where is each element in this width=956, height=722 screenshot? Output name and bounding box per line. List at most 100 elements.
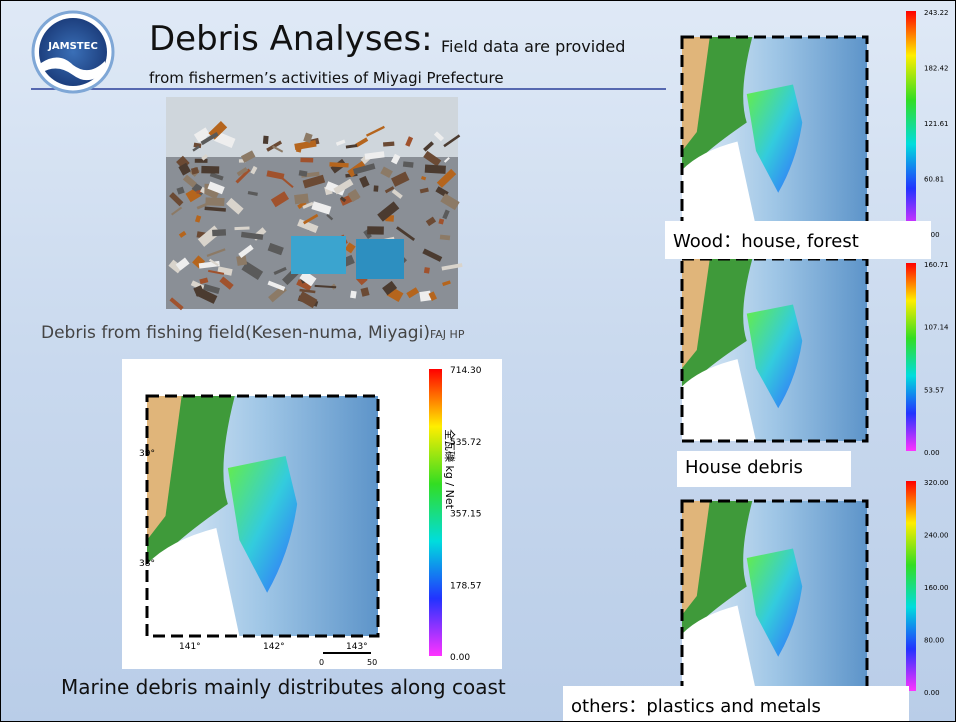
debris — [192, 145, 200, 152]
debris — [402, 161, 414, 168]
colorbar-tick: 243.22 — [924, 9, 949, 17]
debris — [247, 190, 258, 196]
debris — [419, 187, 429, 194]
debris — [262, 135, 269, 145]
debris — [382, 141, 395, 147]
colorbar-tick: 0.00 — [924, 449, 940, 457]
crate — [356, 239, 404, 279]
debris — [236, 255, 248, 266]
scale-label: 0 — [319, 658, 324, 667]
debris — [204, 206, 226, 212]
debris — [241, 261, 264, 280]
debris — [391, 188, 403, 199]
panel-label: others：plastics and metals — [563, 686, 909, 721]
colorbar-tick: 178.57 — [450, 581, 482, 591]
debris — [423, 150, 442, 167]
debris — [441, 263, 463, 271]
colorbar — [906, 11, 916, 233]
debris — [352, 163, 376, 175]
debris — [178, 162, 191, 176]
debris — [377, 201, 400, 222]
map-bay — [682, 605, 756, 691]
debris — [240, 150, 256, 163]
colorbar-tick: 0.00 — [924, 231, 940, 239]
debris — [335, 139, 346, 146]
logo-wave — [41, 57, 105, 81]
debris — [272, 145, 284, 153]
debris — [423, 267, 430, 274]
data-blob — [746, 548, 803, 657]
debris — [302, 174, 326, 189]
debris — [438, 218, 445, 225]
map-frame — [145, 394, 380, 638]
debris — [199, 277, 209, 285]
debris — [329, 162, 349, 168]
debris — [297, 291, 318, 309]
colorbar-tick: 182.42 — [924, 65, 949, 73]
title-note: Field data are provided — [441, 37, 626, 56]
debris — [226, 197, 244, 215]
debris — [213, 131, 236, 149]
data-blob — [227, 456, 298, 593]
debris — [203, 283, 220, 294]
debris — [212, 229, 227, 237]
lon-label: 141° — [179, 642, 201, 652]
debris — [442, 209, 450, 220]
debris — [201, 165, 220, 174]
colorbar — [906, 263, 916, 451]
debris — [333, 178, 354, 195]
debris — [234, 226, 250, 231]
debris — [347, 189, 361, 203]
debris — [424, 164, 446, 174]
debris — [339, 196, 347, 203]
debris — [194, 215, 202, 223]
data-blob — [746, 84, 803, 193]
debris — [440, 193, 460, 211]
debris — [194, 158, 208, 163]
data-blob — [746, 304, 803, 409]
colorbar-tick: 160.71 — [924, 261, 949, 269]
debris — [200, 131, 219, 146]
logo-disc — [39, 18, 107, 86]
debris — [425, 216, 437, 227]
debris — [303, 132, 313, 144]
colorbar-tick: 53.57 — [924, 386, 944, 394]
debris — [208, 258, 219, 267]
map-frame — [680, 499, 869, 693]
debris — [171, 206, 183, 216]
title: Debris Analyses: — [149, 19, 433, 59]
debris — [420, 175, 427, 181]
map-land-edge — [147, 396, 182, 540]
colorbar-tick: 320.00 — [924, 479, 949, 487]
debris — [250, 165, 258, 175]
colorbar-tick: 60.81 — [924, 176, 944, 184]
map-land-edge — [682, 259, 710, 369]
debris — [201, 153, 209, 161]
debris — [311, 201, 332, 215]
lat-label: 39° — [139, 449, 155, 459]
map-land-edge — [682, 501, 710, 615]
logo-text: JAMSTEC — [47, 41, 98, 52]
colorbar — [906, 481, 916, 691]
colorbar-tick: 714.30 — [450, 366, 482, 376]
debris — [364, 151, 385, 160]
debris — [238, 244, 254, 258]
debris — [266, 170, 285, 180]
scale-label: 50 — [367, 658, 377, 667]
debris — [236, 167, 248, 177]
debris — [350, 290, 357, 299]
debris — [384, 186, 395, 194]
debris — [428, 291, 438, 301]
debris — [294, 193, 309, 205]
debris — [382, 280, 398, 296]
debris — [193, 142, 202, 149]
debris — [281, 177, 294, 189]
photo-caption: Debris from fishing field(Kesen-numa, Mi… — [41, 323, 464, 343]
debris — [169, 192, 184, 207]
colorbar-tick: 121.61 — [924, 120, 949, 128]
colorbar-tick: 0.00 — [924, 689, 940, 697]
debris — [270, 191, 290, 208]
debris — [296, 279, 312, 291]
debris — [298, 170, 308, 177]
debris — [297, 218, 319, 234]
